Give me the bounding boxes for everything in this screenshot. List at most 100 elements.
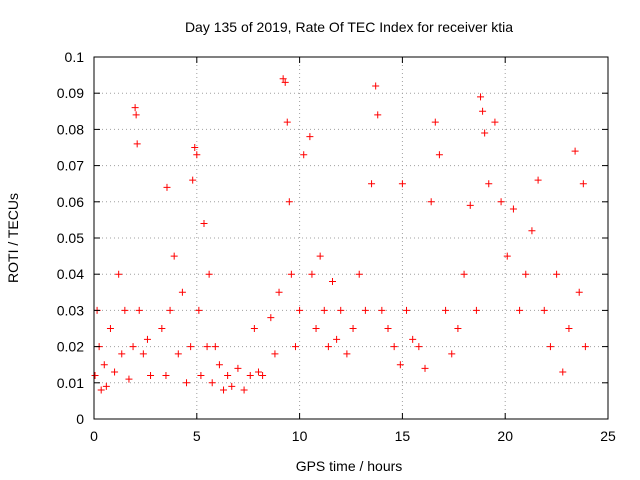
data-point <box>250 325 258 332</box>
data-point <box>234 364 242 372</box>
data-point <box>368 180 376 188</box>
data-point <box>565 325 573 332</box>
data-point <box>178 288 186 296</box>
data-point <box>228 382 236 390</box>
data-point <box>466 201 474 209</box>
data-point <box>581 343 589 351</box>
data-point <box>372 82 380 90</box>
x-tick-label: 15 <box>395 428 411 444</box>
data-point <box>454 325 462 332</box>
data-point <box>328 277 336 285</box>
data-point <box>477 93 485 101</box>
data-point <box>378 306 386 314</box>
data-point <box>287 270 295 278</box>
data-point <box>271 350 279 358</box>
data-point <box>349 325 357 332</box>
data-point <box>162 372 170 380</box>
data-point <box>571 147 579 155</box>
x-tick-label: 20 <box>497 428 513 444</box>
data-point <box>143 335 151 343</box>
data-point <box>191 144 199 151</box>
data-point <box>390 343 398 351</box>
data-point <box>187 343 195 351</box>
y-tick-label: 0.1 <box>65 49 85 65</box>
x-tick-label: 5 <box>193 428 201 444</box>
data-point <box>139 350 147 358</box>
data-point <box>509 205 517 213</box>
data-point <box>285 198 293 206</box>
data-point <box>115 270 123 278</box>
data-point <box>316 252 324 260</box>
data-point <box>374 111 382 119</box>
data-point <box>300 151 308 159</box>
data-point <box>448 350 456 358</box>
data-point <box>220 386 228 394</box>
data-point <box>343 350 351 358</box>
data-point <box>158 325 166 332</box>
y-axis-label: ROTI / TECUs <box>5 193 21 283</box>
data-point <box>540 306 548 314</box>
data-point <box>522 270 530 278</box>
data-point <box>208 379 216 387</box>
data-point <box>281 78 289 86</box>
data-point <box>147 372 155 380</box>
x-axis-label: GPS time / hours <box>296 458 403 474</box>
data-point <box>481 129 489 137</box>
y-tick-label: 0.05 <box>57 230 84 246</box>
data-point <box>111 368 119 376</box>
y-tick-label: 0.08 <box>57 121 84 137</box>
data-point <box>189 176 197 184</box>
axis-ticks <box>93 56 609 420</box>
data-points <box>91 75 589 394</box>
data-point <box>409 335 417 343</box>
data-point <box>361 306 369 314</box>
data-point <box>102 382 110 390</box>
data-point <box>479 107 487 115</box>
data-point <box>396 361 404 369</box>
data-point <box>97 386 105 394</box>
data-point <box>259 372 267 380</box>
data-point <box>312 325 320 332</box>
data-point <box>163 183 171 191</box>
data-point <box>193 151 201 159</box>
data-point <box>431 118 439 126</box>
x-tick-label: 0 <box>90 428 98 444</box>
data-point <box>131 104 139 112</box>
y-tick-label: 0.09 <box>57 85 84 101</box>
data-point <box>200 220 208 228</box>
x-tick-label: 10 <box>292 428 308 444</box>
data-point <box>135 306 143 314</box>
data-point <box>254 368 262 376</box>
data-point <box>559 368 567 376</box>
data-point <box>125 375 133 383</box>
data-point <box>170 252 178 260</box>
y-tick-label: 0.02 <box>57 339 84 355</box>
data-point <box>333 335 341 343</box>
data-point <box>224 372 232 380</box>
data-point <box>485 180 493 188</box>
y-tick-labels: 0 0.01 0.02 0.03 0.04 0.05 0.06 0.07 0.08 0.09 0.1 <box>57 49 84 427</box>
data-point <box>121 306 129 314</box>
data-point <box>240 386 248 394</box>
y-tick-label: 0.07 <box>57 158 84 174</box>
data-point <box>203 343 211 351</box>
y-tick-label: 0.06 <box>57 194 84 210</box>
data-point <box>575 288 583 296</box>
data-point <box>133 140 141 148</box>
data-point <box>118 350 126 358</box>
y-tick-label: 0.04 <box>57 266 84 282</box>
data-point <box>279 75 287 83</box>
data-point <box>497 198 505 206</box>
data-point <box>337 306 345 314</box>
data-point <box>403 306 411 314</box>
data-point <box>246 372 254 380</box>
data-point <box>211 343 219 351</box>
data-point <box>398 180 406 188</box>
x-tick-label: 25 <box>600 428 616 444</box>
data-point <box>174 350 182 358</box>
data-point <box>197 372 205 380</box>
data-point <box>291 343 299 351</box>
data-point <box>183 379 191 387</box>
chart-title: Day 135 of 2019, Rate Of TEC Index for r… <box>185 19 513 35</box>
